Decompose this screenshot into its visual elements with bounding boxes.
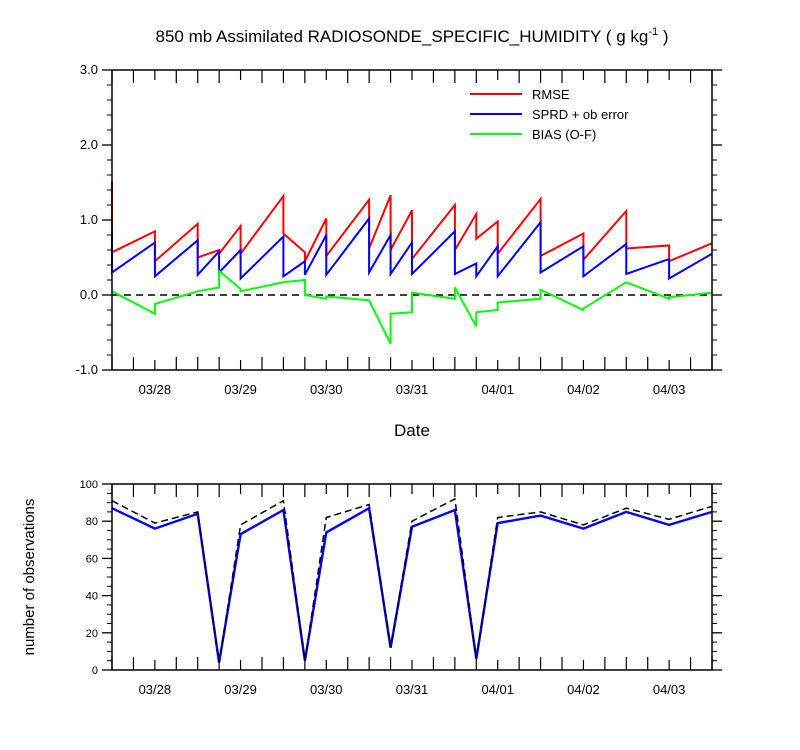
x-tick-label: 04/03 [653, 382, 686, 397]
x-tick-label: 03/28 [139, 682, 172, 697]
y-tick-label: 20 [86, 628, 98, 640]
title-suffix: ) [658, 27, 668, 46]
y-tick-label: 40 [86, 591, 98, 603]
x-tick-label: 03/30 [310, 682, 343, 697]
y-tick-label: 60 [86, 553, 98, 565]
legend: RMSE SPRD + ob error BIAS (O-F) [470, 87, 629, 142]
x-tick-label: 03/31 [396, 682, 429, 697]
x-axis-label: Date [394, 421, 430, 440]
y-tick-label: 0 [92, 665, 98, 677]
top-chart-ticks: -1.0 0.0 1.0 2.0 3.0 03/28 03/29 03/30 03/31 04/0… [76, 62, 722, 397]
y-tick-label: 2.0 [80, 137, 98, 152]
x-tick-label: 03/31 [396, 382, 429, 397]
x-tick-label: 03/29 [224, 682, 257, 697]
top-plot-frame [111, 69, 713, 371]
bottom-chart: 0 20 40 60 80 100 03/28 03/29 03/30 03/31 04/01 04/… [21, 479, 722, 697]
series-line-assimilated [111, 506, 713, 663]
series-line-rmse [111, 181, 713, 264]
x-tick-label: 04/02 [567, 682, 600, 697]
y-tick-label: 0.0 [80, 287, 98, 302]
bottom-plot-frame [111, 483, 713, 671]
top-chart: -1.0 0.0 1.0 2.0 3.0 03/28 03/29 03/30 03/31 04/0… [76, 62, 722, 440]
legend-label: BIAS (O-F) [532, 127, 596, 142]
y-tick-label: -1.0 [76, 362, 98, 377]
x-tick-label: 04/01 [481, 682, 514, 697]
chart-title: 850 mb Assimilated RADIOSONDE_SPECIFIC_H… [156, 26, 669, 46]
legend-label: RMSE [532, 87, 570, 102]
y-tick-label: 100 [80, 479, 98, 491]
x-tick-label: 04/02 [567, 382, 600, 397]
legend-label: SPRD + ob error [532, 107, 629, 122]
x-tick-label: 03/28 [139, 382, 172, 397]
series-line-sprd-ob-error [111, 215, 713, 281]
title-main: 850 mb Assimilated RADIOSONDE_SPECIFIC_H… [156, 27, 649, 46]
top-chart-series [111, 181, 713, 345]
y-axis-label: number of observations [21, 499, 38, 656]
x-tick-label: 03/30 [310, 382, 343, 397]
y-tick-label: 1.0 [80, 212, 98, 227]
title-superscript: -1 [648, 26, 658, 38]
y-tick-label: 3.0 [80, 62, 98, 77]
x-tick-label: 03/29 [224, 382, 257, 397]
series-line-total [111, 497, 713, 663]
series-line-bias-o-f [111, 268, 713, 345]
bottom-chart-series [111, 497, 713, 663]
x-tick-label: 04/03 [653, 682, 686, 697]
y-tick-label: 80 [86, 516, 98, 528]
x-tick-label: 04/01 [481, 382, 514, 397]
